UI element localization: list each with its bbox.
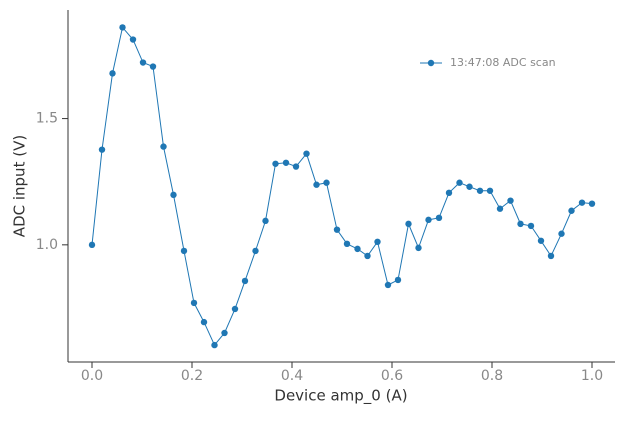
legend-label: 13:47:08 ADC scan [450, 56, 556, 69]
data-point [292, 163, 300, 170]
data-point [435, 214, 443, 222]
data-point [333, 226, 341, 233]
data-point [200, 318, 208, 326]
data-point [364, 252, 371, 260]
x-tick-label: 0.4 [281, 368, 303, 384]
y-axis-label: ADC input (V) [11, 135, 29, 237]
data-point [190, 299, 198, 307]
data-point [252, 247, 259, 255]
data-point [466, 183, 473, 190]
data-point [323, 179, 330, 186]
x-axis-label: Device amp_0 (A) [274, 387, 407, 406]
y-tick-label: 1.0 [36, 237, 58, 253]
legend-marker [427, 59, 435, 67]
data-point [568, 207, 575, 214]
x-tick-label: 0.0 [81, 368, 103, 384]
data-point [160, 143, 167, 150]
x-tick-label: 1.0 [581, 368, 603, 384]
data-point [496, 205, 504, 212]
data-point [282, 159, 290, 166]
x-tick-label: 0.8 [481, 368, 503, 384]
data-point [476, 187, 484, 194]
data-point [98, 146, 106, 153]
data-point [88, 241, 96, 249]
data-point [149, 63, 157, 70]
data-point [343, 240, 351, 248]
data-point [272, 160, 279, 167]
data-point [109, 70, 116, 77]
data-point [486, 187, 494, 194]
data-point [517, 220, 524, 228]
data-point [507, 197, 514, 204]
data-point [425, 216, 432, 224]
data-point [527, 222, 535, 230]
data-point [415, 244, 422, 252]
data-point [374, 238, 381, 246]
series-line [91, 26, 593, 347]
data-point [456, 179, 463, 186]
x-tick-label: 0.6 [381, 368, 403, 384]
data-point [578, 199, 586, 206]
data-point [558, 230, 565, 237]
data-point [445, 189, 453, 197]
x-tick-label: 0.2 [181, 368, 203, 384]
data-point [547, 252, 555, 260]
data-point [211, 341, 218, 349]
data-point [170, 191, 177, 199]
data-point [241, 277, 249, 285]
data-point [405, 220, 412, 228]
data-point [537, 237, 545, 244]
y-tick-label: 1.5 [36, 111, 58, 127]
data-point [394, 276, 402, 284]
data-point [139, 59, 147, 66]
data-point [384, 281, 392, 289]
data-point [354, 245, 361, 253]
data-point [180, 247, 188, 255]
data-point [588, 200, 596, 207]
data-point [313, 181, 320, 188]
data-point [129, 36, 137, 43]
data-point [262, 217, 269, 225]
data-point [221, 329, 228, 337]
data-point [303, 150, 310, 157]
data-point [231, 305, 239, 313]
data-point [119, 24, 126, 31]
